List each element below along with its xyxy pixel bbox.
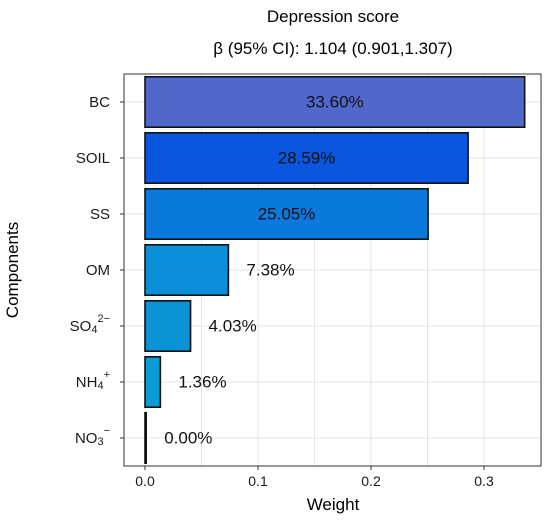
data-label-ss: 25.05% [258, 205, 316, 224]
y-tick-label-bc: BC [89, 94, 110, 111]
y-axis-title: Components [3, 222, 22, 318]
bar-om [144, 244, 230, 297]
bars-layer [144, 76, 526, 464]
bar-bc [144, 76, 526, 129]
y-tick-label-so: SO42− [70, 313, 110, 336]
data-label-no: 0.00% [164, 429, 212, 448]
x-tick-label: 0.3 [474, 473, 494, 489]
data-label-nh: 1.36% [178, 373, 226, 392]
bar-so [144, 299, 192, 352]
bar-ss [144, 188, 429, 241]
x-tick-label: 0.0 [135, 473, 155, 489]
y-tick-label-no: NO3− [75, 425, 110, 448]
y-axis: BC SOIL SS OM SO42− NH4+ NO3− [70, 94, 124, 448]
data-label-om: 7.38% [246, 261, 294, 280]
data-labels-layer: 33.60% 28.59% 25.05% 7.38% 4.03% 1.36% 0.00% [164, 93, 363, 448]
bar-soil [144, 132, 469, 185]
x-tick-label: 0.2 [361, 473, 381, 489]
x-tick-label: 0.1 [248, 473, 268, 489]
data-label-soil: 28.59% [278, 149, 336, 168]
x-axis: 0.0 0.1 0.2 0.3 [135, 466, 494, 489]
y-tick-label-nh: NH4+ [76, 369, 110, 392]
chart-title: Depression score [267, 7, 399, 26]
y-tick-label-om: OM [86, 262, 110, 279]
plot-panel: 33.60% 28.59% 25.05% 7.38% 4.03% 1.36% 0.00% [123, 73, 542, 467]
bar-nh [144, 355, 162, 408]
bar-no [144, 411, 148, 464]
x-axis-title: Weight [307, 495, 360, 514]
chart-subtitle: β (95% CI): 1.104 (0.901,1.307) [213, 39, 452, 58]
y-tick-label-ss: SS [90, 206, 110, 223]
data-label-so: 4.03% [209, 317, 257, 336]
data-label-bc: 33.60% [306, 93, 364, 112]
y-tick-label-soil: SOIL [76, 150, 110, 167]
